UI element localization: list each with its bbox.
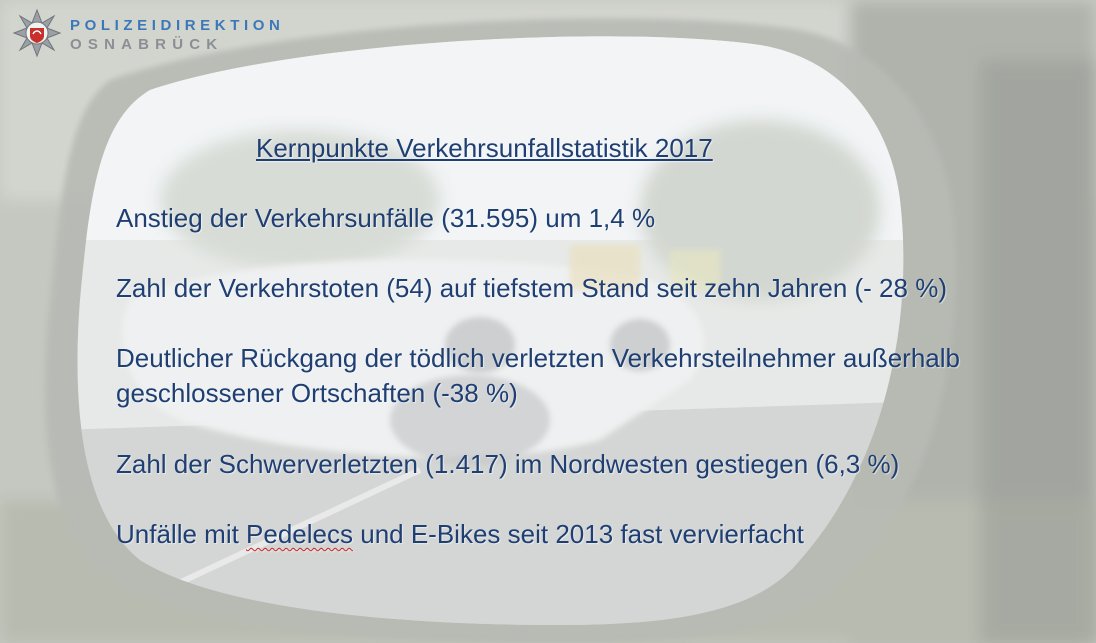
- brand-subtitle: OSNABRÜCK: [70, 36, 224, 53]
- key-point-seriously-injured: Zahl der Schwerverletzten (1.417) im Nor…: [116, 449, 900, 479]
- key-point-pedelecs-before: Unfälle mit: [116, 519, 247, 549]
- spellcheck-flagged-word: Pedelecs: [246, 519, 354, 549]
- brand-title: POLIZEIDIREKTION: [70, 17, 285, 34]
- police-logo: POLIZEIDIREKTION OSNABRÜCK: [12, 8, 332, 58]
- key-point-fatalities: Zahl der Verkehrstoten (54) auf tiefstem…: [116, 273, 947, 303]
- police-star-emblem-icon: [12, 8, 62, 58]
- key-point-accidents: Anstieg der Verkehrsunfälle (31.595) um …: [116, 203, 656, 233]
- slide-title: Kernpunkte Verkehrsunfallstatistik 2017: [256, 133, 713, 163]
- key-point-pedelecs-after: und E-Bikes seit 2013 fast vervierfacht: [353, 519, 804, 549]
- key-point-rural-decline-line1: Deutlicher Rückgang der tödlich verletzt…: [116, 343, 960, 373]
- key-point-rural-decline-line2: geschlossener Ortschaften (-38 %): [116, 378, 518, 408]
- key-point-pedelecs: Unfälle mit Pedelecs und E-Bikes seit 20…: [116, 519, 804, 550]
